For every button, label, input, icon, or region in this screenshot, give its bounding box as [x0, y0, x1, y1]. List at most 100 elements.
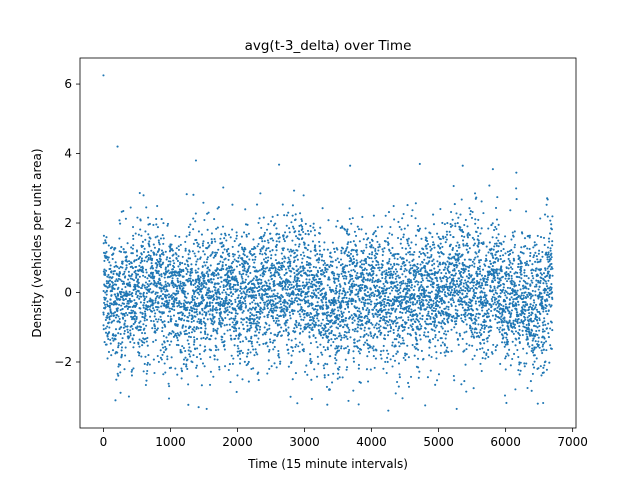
data-point	[292, 293, 295, 296]
data-point	[286, 294, 289, 297]
data-point	[113, 293, 117, 296]
data-point	[436, 260, 439, 263]
data-point	[434, 336, 437, 339]
data-point	[294, 345, 297, 348]
data-point	[322, 333, 325, 336]
data-point	[269, 232, 272, 235]
data-point	[385, 371, 388, 375]
data-point	[339, 264, 342, 267]
data-point	[419, 306, 422, 309]
data-point	[376, 261, 380, 264]
data-point	[134, 304, 138, 307]
data-point	[112, 312, 115, 315]
data-point	[135, 250, 139, 253]
data-point	[328, 286, 331, 289]
data-point	[176, 305, 179, 308]
data-point	[429, 245, 432, 248]
data-point	[364, 260, 367, 263]
data-point	[406, 292, 409, 295]
data-point	[371, 347, 374, 350]
data-point	[130, 262, 133, 265]
data-point	[318, 330, 321, 333]
data-point	[358, 314, 361, 317]
data-point	[196, 271, 199, 274]
data-point	[119, 278, 122, 281]
data-point	[189, 272, 192, 275]
data-point	[203, 317, 206, 320]
data-point	[318, 281, 321, 284]
data-point	[407, 318, 410, 322]
data-point	[180, 305, 183, 308]
data-point	[221, 322, 224, 325]
data-point	[409, 264, 412, 267]
data-point	[186, 308, 189, 311]
data-point	[218, 365, 221, 368]
data-point	[155, 262, 158, 265]
data-point	[430, 269, 433, 272]
data-point	[362, 263, 366, 266]
data-point	[227, 368, 230, 372]
data-point	[296, 402, 299, 405]
data-point	[340, 272, 343, 275]
data-point	[109, 314, 113, 318]
data-point	[333, 312, 336, 315]
data-point	[245, 304, 248, 308]
data-point	[351, 248, 354, 251]
data-point	[164, 290, 167, 293]
data-point	[253, 283, 256, 287]
data-point	[339, 284, 342, 288]
data-point	[357, 403, 360, 406]
data-point	[167, 321, 170, 324]
data-point	[405, 259, 408, 262]
data-point	[202, 277, 205, 280]
data-point	[157, 270, 160, 273]
data-point	[186, 339, 189, 342]
data-point	[379, 295, 383, 298]
data-point	[270, 365, 273, 368]
data-point	[143, 317, 146, 320]
data-point	[274, 275, 277, 278]
data-point	[269, 341, 272, 344]
data-point	[384, 337, 387, 341]
data-point	[205, 261, 208, 264]
data-point	[123, 282, 126, 285]
data-point	[264, 256, 268, 260]
data-point	[318, 258, 321, 261]
data-point	[155, 282, 158, 285]
data-point	[300, 306, 303, 309]
data-point	[396, 350, 399, 353]
data-point	[238, 272, 241, 275]
data-point	[398, 289, 401, 292]
data-point	[396, 283, 399, 286]
data-point	[198, 312, 201, 315]
data-point	[405, 253, 408, 256]
data-point	[167, 260, 170, 263]
data-point	[147, 254, 150, 257]
data-point	[174, 234, 177, 237]
data-point	[423, 288, 426, 292]
data-point	[387, 308, 390, 311]
data-point	[356, 330, 359, 333]
data-point	[279, 300, 282, 303]
data-point	[348, 328, 351, 332]
data-point	[314, 248, 317, 251]
data-point	[151, 304, 154, 307]
data-point	[412, 278, 416, 281]
data-point	[348, 233, 351, 236]
data-point	[186, 306, 189, 309]
data-point	[404, 358, 407, 362]
data-point	[342, 325, 345, 328]
data-point	[429, 317, 432, 320]
data-point	[104, 331, 108, 334]
data-point	[321, 268, 324, 272]
data-point	[105, 250, 108, 253]
data-point	[160, 218, 163, 221]
data-point	[342, 268, 345, 271]
data-point	[265, 261, 269, 264]
data-point	[252, 294, 255, 297]
data-point	[120, 326, 123, 329]
data-point	[417, 366, 420, 369]
data-point	[136, 216, 139, 219]
data-point	[229, 271, 232, 274]
data-point	[297, 245, 300, 248]
